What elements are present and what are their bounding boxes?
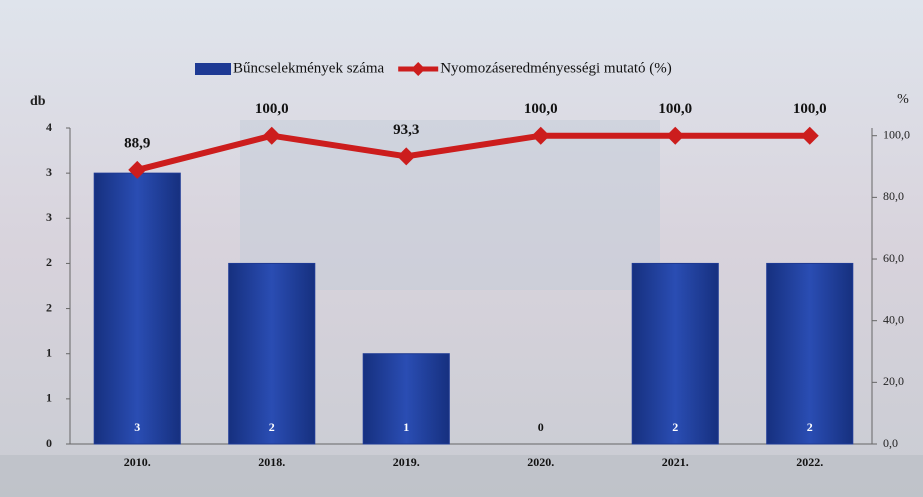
bar-value-label: 2 <box>672 420 678 434</box>
bar-value-label: 1 <box>403 420 409 434</box>
line-value-label: 100,0 <box>658 101 692 117</box>
bar-value-label: 3 <box>134 420 140 434</box>
x-tick-label: 2010. <box>124 455 151 469</box>
bar-value-label: 2 <box>269 420 275 434</box>
x-tick-label: 2022. <box>796 455 823 469</box>
bar <box>767 263 853 444</box>
y2-tick-label: 60,0 <box>883 251 904 265</box>
y2-tick-label: 100,0 <box>883 127 910 141</box>
y-tick-label: 1 <box>46 391 52 405</box>
y-tick-label: 2 <box>46 255 52 269</box>
x-tick-label: 2020. <box>527 455 554 469</box>
chart: db % 011223340,020,040,060,080,0100,0321… <box>0 0 923 497</box>
bar-value-label: 0 <box>538 420 544 434</box>
y-tick-label: 3 <box>46 210 52 224</box>
x-tick-label: 2019. <box>393 455 420 469</box>
bar <box>94 173 180 444</box>
line-value-label: 88,9 <box>124 135 150 151</box>
y2-tick-label: 20,0 <box>883 374 904 388</box>
line-value-label: 100,0 <box>524 101 558 117</box>
y-axis-label: db <box>30 94 46 109</box>
y2-axis-label: % <box>897 92 909 107</box>
y-tick-label: 3 <box>46 165 52 179</box>
line-value-label: 100,0 <box>793 101 827 117</box>
y2-tick-label: 40,0 <box>883 312 904 326</box>
line-value-label: 93,3 <box>393 122 419 138</box>
y2-tick-label: 0,0 <box>883 436 898 450</box>
page: {"chart_data": {"type": "bar-line", "cat… <box>0 0 923 497</box>
y-tick-label: 2 <box>46 300 52 314</box>
y-tick-label: 0 <box>46 436 52 450</box>
y-tick-label: 1 <box>46 345 52 359</box>
legend-label: Bűncselekmények száma <box>233 60 385 76</box>
legend-swatch <box>195 63 231 75</box>
bar-value-label: 2 <box>807 420 813 434</box>
y-tick-label: 4 <box>46 120 52 134</box>
x-tick-label: 2018. <box>258 455 285 469</box>
x-tick-label: 2021. <box>662 455 689 469</box>
line-value-label: 100,0 <box>255 101 289 117</box>
bar <box>632 263 718 444</box>
y2-tick-label: 80,0 <box>883 189 904 203</box>
bar <box>229 263 315 444</box>
legend-label: Nyomozáseredményességi mutató (%) <box>440 60 672 76</box>
